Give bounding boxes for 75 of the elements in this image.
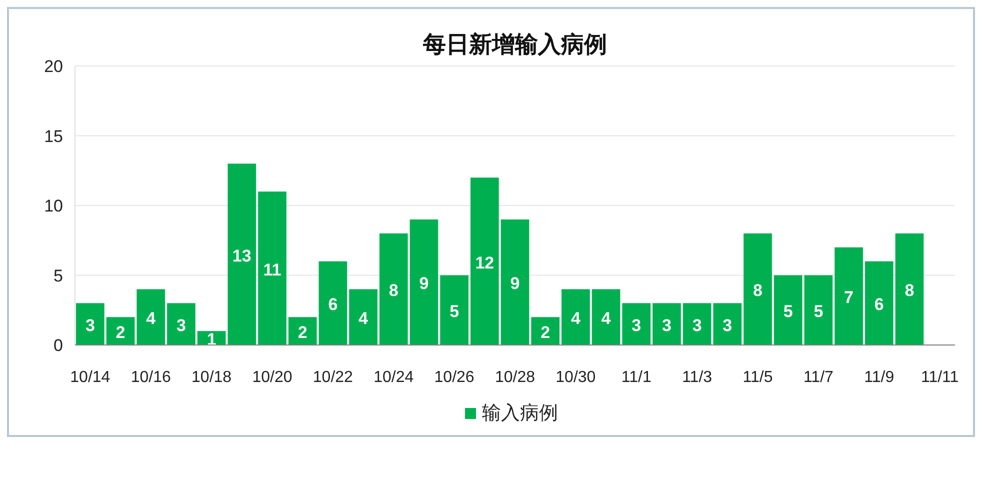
bar [349, 289, 378, 345]
data-label: 4 [601, 309, 612, 328]
data-label: 5 [814, 302, 824, 322]
data-label: 3 [722, 316, 732, 336]
data-label: 12 [475, 253, 494, 272]
data-label: 9 [510, 274, 520, 294]
x-tick-label: 11/9 [864, 369, 894, 386]
y-tick-label: 0 [54, 336, 63, 355]
bar [500, 219, 530, 345]
bar [288, 317, 317, 345]
data-label: 2 [116, 323, 126, 342]
data-label: 4 [570, 309, 581, 328]
data-label: 4 [146, 309, 156, 328]
bar [774, 275, 802, 345]
bar [318, 261, 348, 345]
data-label: 5 [450, 302, 460, 322]
x-tick-label: 11/3 [682, 369, 712, 386]
bar [410, 219, 438, 345]
bar [864, 261, 894, 345]
bar [562, 289, 590, 345]
bar [682, 303, 712, 345]
data-label: 3 [662, 316, 672, 336]
data-label: 8 [753, 281, 762, 300]
data-label: 9 [419, 274, 429, 294]
x-tick-label: 11/5 [742, 369, 773, 386]
data-label: 3 [632, 316, 642, 336]
data-label: 6 [328, 295, 338, 314]
data-label: 2 [540, 323, 550, 342]
data-label: 4 [358, 309, 369, 328]
data-label: 5 [783, 302, 793, 322]
data-label: 8 [904, 281, 914, 300]
x-tick-label: 10/26 [434, 369, 474, 386]
bar [379, 233, 408, 345]
y-tick-label: 20 [44, 57, 63, 76]
bar [76, 303, 104, 345]
bar [167, 303, 196, 345]
bar [258, 192, 286, 345]
x-tick-label: 10/24 [374, 369, 414, 386]
x-tick-label: 10/14 [70, 369, 110, 386]
x-tick-label: 11/7 [803, 369, 834, 386]
bar [834, 247, 863, 345]
bar [531, 317, 560, 345]
bar [440, 275, 468, 345]
x-tick-label: 11/1 [621, 369, 652, 386]
bar [470, 178, 499, 345]
data-label: 3 [176, 316, 186, 336]
bar [592, 289, 620, 345]
data-label: 13 [232, 246, 252, 266]
data-label: 6 [874, 295, 884, 314]
data-label: 11 [263, 260, 282, 280]
legend-label: 输入病例 [482, 403, 558, 424]
x-tick-label: 10/16 [130, 369, 171, 386]
data-label: 3 [85, 316, 95, 336]
x-tick-label: 11/11 [920, 369, 959, 386]
y-tick-label: 15 [44, 126, 63, 146]
bar [228, 164, 256, 345]
x-tick-label: 10/28 [494, 369, 536, 386]
x-tick-label: 10/30 [556, 369, 596, 386]
bar [804, 275, 833, 345]
data-label: 3 [692, 316, 702, 336]
y-tick-label: 10 [44, 196, 63, 216]
data-label: 7 [844, 288, 854, 308]
data-label: 2 [298, 323, 308, 342]
x-tick-label: 10/18 [192, 369, 232, 386]
bar [136, 289, 166, 345]
y-tick-label: 5 [54, 266, 63, 286]
bar [713, 303, 742, 345]
bar [622, 303, 651, 345]
chart-title: 每日新增输入病例 [422, 31, 607, 57]
data-label: 8 [388, 281, 398, 300]
bar [744, 233, 772, 345]
bar [895, 233, 924, 345]
bar [652, 303, 681, 345]
x-tick-label: 10/20 [252, 369, 292, 386]
x-tick-label: 10/22 [312, 369, 354, 386]
